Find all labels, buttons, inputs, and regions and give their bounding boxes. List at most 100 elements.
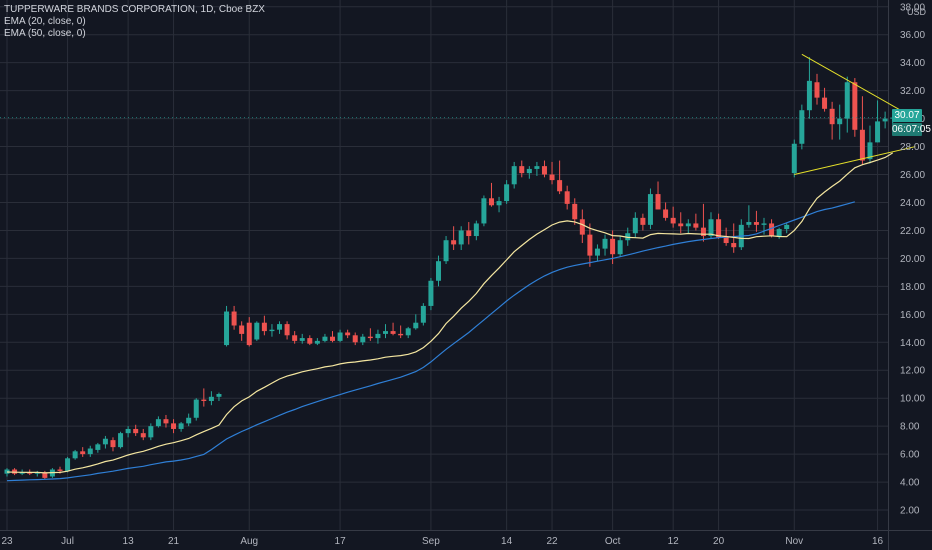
candle-body <box>761 223 767 225</box>
candle-body <box>246 322 252 346</box>
candle-body <box>776 229 782 237</box>
price-axis-label: 8.00 <box>900 422 920 433</box>
ema50-line <box>6 201 855 482</box>
candle-body <box>65 458 71 471</box>
ema20-line <box>6 152 894 474</box>
time-axis-label: 22 <box>546 536 558 547</box>
time-axis-label: 16 <box>872 536 884 547</box>
candle-body <box>193 399 199 418</box>
candle-body <box>617 240 623 255</box>
candle-body <box>299 338 305 341</box>
candle-body <box>625 233 631 241</box>
candle-body <box>208 396 214 401</box>
price-axis-label: 22.00 <box>900 226 925 237</box>
candle-body <box>859 129 865 161</box>
candle-body <box>852 82 858 130</box>
legend-ema50: EMA (50, close, 0) <box>4 28 86 39</box>
candle-body <box>769 223 775 237</box>
candle-body <box>822 97 828 109</box>
candle-body <box>269 329 275 332</box>
candle-body <box>140 433 146 438</box>
triangle-trendline <box>801 53 916 120</box>
candle-body <box>806 80 812 111</box>
candle-body <box>753 222 759 225</box>
candle-body <box>330 336 336 341</box>
candle-body <box>594 248 600 256</box>
time-axis-label: Sep <box>422 536 440 547</box>
candle-body <box>102 438 108 445</box>
price-axis-label: 20.00 <box>900 254 925 265</box>
candle-body <box>784 224 790 230</box>
candle-body <box>496 201 502 206</box>
candle-body <box>511 166 517 185</box>
candle-body <box>473 223 479 237</box>
candle-body <box>519 166 525 174</box>
candle-body <box>42 472 48 478</box>
candle-body <box>322 336 328 341</box>
price-axis-label: 12.00 <box>900 366 925 377</box>
candle-body <box>791 143 797 174</box>
candle-body <box>708 219 714 237</box>
chart-legend: TUPPERWARE BRANDS CORPORATION, 1D, Cboe … <box>4 4 265 40</box>
time-axis-label: Nov <box>785 536 803 547</box>
price-axis-label: 2.00 <box>900 506 920 517</box>
candle-body <box>564 191 570 204</box>
candle-body <box>746 222 752 225</box>
candle-body <box>481 198 487 224</box>
candle-body <box>458 230 464 245</box>
price-axis-label: 32.00 <box>900 86 925 97</box>
candle-body <box>125 428 131 434</box>
candle-body <box>277 324 283 330</box>
candle-body <box>72 451 78 459</box>
candle-body <box>110 440 116 448</box>
candle-body <box>663 209 669 218</box>
candle-body <box>504 184 510 202</box>
candle-body <box>579 219 585 235</box>
candle-body <box>716 219 722 238</box>
candle-body <box>367 336 373 339</box>
candle-body <box>186 417 192 424</box>
candle-body <box>814 82 820 98</box>
price-axis-label: 36.00 <box>900 30 925 41</box>
candle-body <box>882 118 888 122</box>
time-axis-label: 21 <box>168 536 180 547</box>
candle-body <box>155 419 161 427</box>
time-axis-label: Jul <box>61 536 74 547</box>
candle-body <box>163 419 169 424</box>
candle-body <box>844 82 850 119</box>
time-axis-label: Oct <box>605 536 621 547</box>
candle-body <box>390 331 396 334</box>
candle-body <box>307 338 313 344</box>
candle-body <box>231 311 237 326</box>
candle-body <box>875 121 881 143</box>
candle-body <box>670 217 676 224</box>
price-axis-label: 10.00 <box>900 394 925 405</box>
candle-body <box>12 469 18 474</box>
triangle-trendline <box>794 146 916 176</box>
candle-body <box>685 223 691 227</box>
price-axis-label: 6.00 <box>900 450 920 461</box>
candle-body <box>572 203 578 220</box>
candle-body <box>466 230 472 237</box>
time-axis-label: 17 <box>335 536 347 547</box>
price-axis-label: 14.00 <box>900 338 925 349</box>
candle-body <box>428 280 434 306</box>
candle-body <box>655 194 661 210</box>
candle-body <box>443 240 449 262</box>
candle-body <box>118 433 124 448</box>
candle-body <box>345 332 351 336</box>
candle-body <box>526 168 532 174</box>
candle-body <box>829 108 835 125</box>
candle-body <box>541 166 547 175</box>
candle-body <box>80 451 86 455</box>
currency-label: USD <box>907 7 927 17</box>
candle-body <box>534 166 540 169</box>
candle-body <box>95 444 101 450</box>
price-axis-label: 34.00 <box>900 58 925 69</box>
candle-body <box>224 311 230 346</box>
candle-body <box>19 472 25 474</box>
time-axis-label: 23 <box>1 536 13 547</box>
candle-body <box>87 448 93 455</box>
candle-body <box>133 428 139 434</box>
